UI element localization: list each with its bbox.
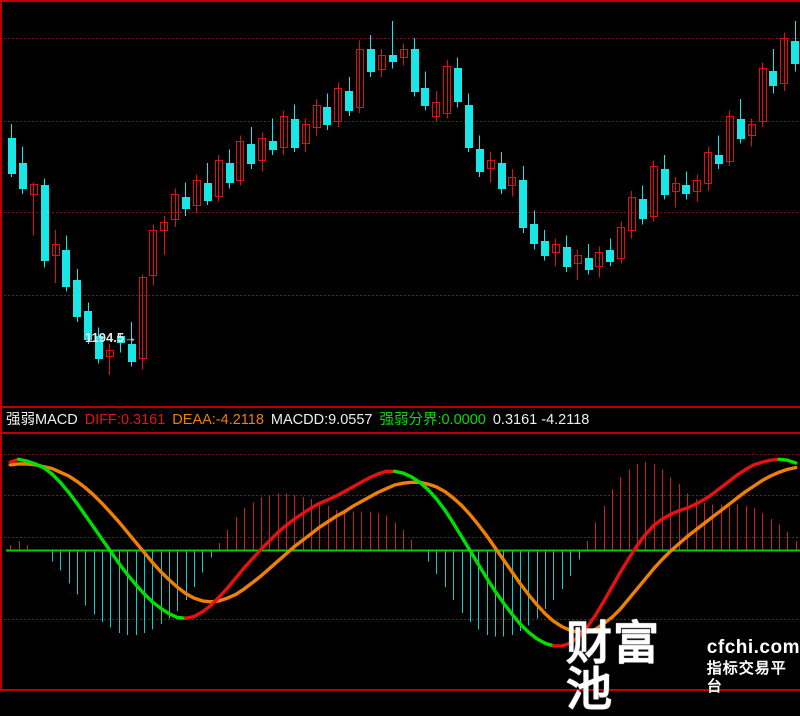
- diff-value-label: DIFF:0.3161: [84, 411, 166, 428]
- strength-divider-label: 强弱分界:0.0000: [379, 411, 486, 428]
- trailing-values-label: 0.3161 -4.2118: [492, 411, 590, 428]
- macd-indicator-legend[interactable]: 强弱MACD DIFF:0.3161 DEAA:-4.2118 MACDD:9.…: [0, 406, 800, 434]
- macd-chart-panel[interactable]: [0, 434, 800, 691]
- dea-value-label: DEAA:-4.2118: [172, 411, 264, 428]
- price-chart-panel[interactable]: 1194.5→: [0, 0, 800, 406]
- macd-value-label: MACDD:9.0557: [270, 411, 373, 428]
- macd-canvas[interactable]: [2, 434, 800, 691]
- price-level-label: 1194.5→: [85, 330, 138, 345]
- indicator-name-label: 强弱MACD: [6, 411, 78, 428]
- candlestick-canvas[interactable]: [2, 2, 800, 406]
